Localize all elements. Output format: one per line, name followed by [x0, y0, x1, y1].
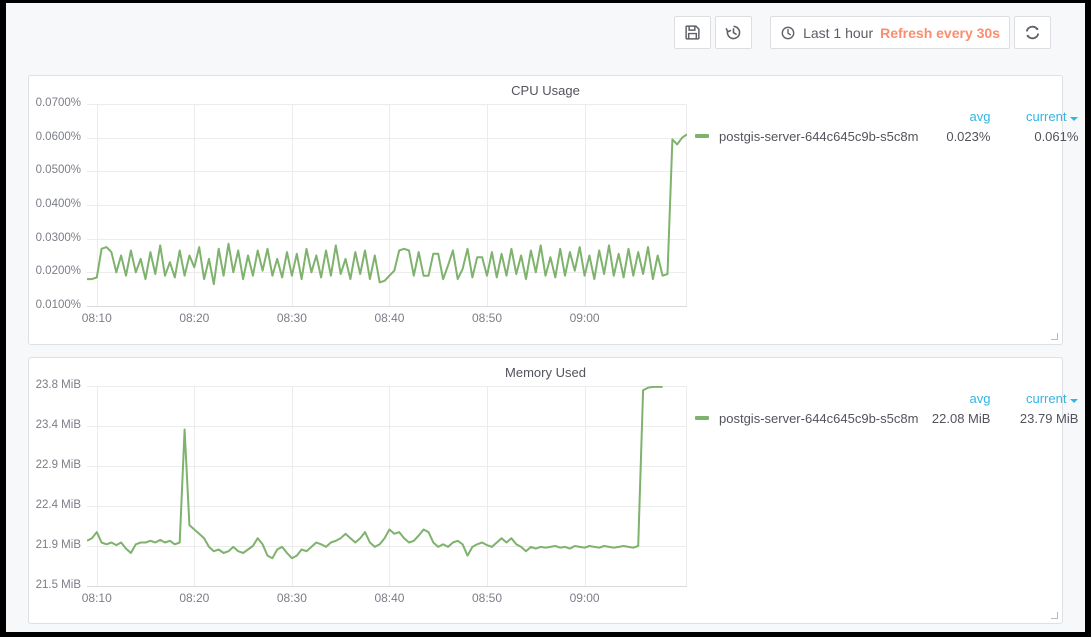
- legend-memory: avg current postgis-server-644c645c9b-s5…: [687, 386, 1091, 607]
- dashboard-history-button[interactable]: [715, 16, 753, 49]
- dashboard-panels: CPU Usage 0.0700% 0.0600% 0.0500% 0.0400% 0.…: [28, 75, 1079, 624]
- y-axis-label: 0.0200%: [35, 265, 81, 277]
- chart-area-memory: 23.8 MiB 23.4 MiB 22.9 MiB 22.4 MiB 21.9 MiB…: [35, 379, 687, 607]
- legend-series-row: postgis-server-644c645c9b-s5c8m 0.023% 0…: [695, 126, 1078, 146]
- caret-down-icon: [1070, 116, 1079, 121]
- panel-resize-handle[interactable]: [1051, 612, 1058, 619]
- clock-icon: [780, 25, 796, 41]
- y-axis-cpu: 0.0700% 0.0600% 0.0500% 0.0400% 0.0300% 0.020…: [35, 97, 87, 311]
- refresh-button[interactable]: [1014, 16, 1051, 49]
- save-icon: [684, 24, 701, 41]
- series-line: [87, 386, 663, 560]
- legend-cpu: avg current postgis-server-644c645c9b-s5…: [687, 104, 1091, 327]
- y-axis-label: 23.8 MiB: [35, 379, 81, 391]
- caret-down-icon: [1070, 398, 1079, 403]
- series-avg-value: 0.023%: [946, 128, 991, 144]
- y-axis-label: 21.5 MiB: [35, 579, 81, 591]
- cpu-usage-chart[interactable]: [87, 104, 687, 307]
- y-axis-label: 0.0400%: [35, 198, 81, 210]
- series-color-marker[interactable]: [695, 416, 709, 420]
- save-dashboard-button[interactable]: [674, 16, 712, 49]
- series-current-value: 23.79 MiB: [1019, 410, 1079, 426]
- y-axis-label: 21.9 MiB: [35, 539, 81, 551]
- chart-canvas: [87, 104, 687, 307]
- panel-title-cpu[interactable]: CPU Usage: [511, 83, 580, 98]
- chart-area-cpu: 0.0700% 0.0600% 0.0500% 0.0400% 0.0300% 0.020…: [35, 97, 687, 327]
- panel-body-memory: 23.8 MiB 23.4 MiB 22.9 MiB 22.4 MiB 21.9 MiB…: [29, 379, 1079, 607]
- legend-series-row: postgis-server-644c645c9b-s5c8m 22.08 Mi…: [695, 408, 1078, 428]
- legend-header-row: avg current: [695, 106, 1079, 126]
- y-axis-label: 0.0100%: [35, 299, 81, 311]
- time-range-picker-button[interactable]: Last 1 hour Refresh every 30s: [770, 16, 1010, 49]
- x-axis-label: 08:30: [276, 311, 307, 325]
- x-axis-label: 08:30: [276, 591, 307, 605]
- y-axis-label: 0.0500%: [35, 164, 81, 176]
- chart-canvas: [87, 386, 687, 587]
- y-axis-label: 22.9 MiB: [35, 459, 81, 471]
- panel-title-memory[interactable]: Memory Used: [505, 365, 586, 380]
- panel-resize-handle[interactable]: [1051, 333, 1058, 340]
- x-axis-label: 08:20: [179, 591, 210, 605]
- refresh-icon: [1024, 24, 1041, 41]
- series-name[interactable]: postgis-server-644c645c9b-s5c8m: [719, 410, 919, 426]
- x-axis-memory: 08:10 08:20 08:30 08:40 08:50 09:00: [82, 587, 687, 607]
- plot-wrap-memory: 08:10 08:20 08:30 08:40 08:50 09:00: [82, 386, 687, 607]
- x-axis-label: 08:10: [81, 591, 112, 605]
- y-axis-label: 22.4 MiB: [35, 499, 81, 511]
- x-axis-label: 08:50: [472, 591, 503, 605]
- x-axis-label: 09:00: [569, 311, 600, 325]
- x-axis-label: 08:10: [81, 311, 112, 325]
- y-axis-label: 23.4 MiB: [35, 419, 81, 431]
- legend-current-header[interactable]: current: [990, 391, 1079, 406]
- dashboard-toolbar: Last 1 hour Refresh every 30s: [6, 16, 1051, 49]
- series-current-value: 0.061%: [1034, 128, 1079, 144]
- legend-avg-header[interactable]: avg: [969, 108, 991, 124]
- y-axis-label: 0.0600%: [35, 131, 81, 143]
- x-axis-label: 09:00: [569, 591, 600, 605]
- x-axis-label: 08:40: [374, 311, 405, 325]
- x-axis-cpu: 08:10 08:20 08:30 08:40 08:50 09:00: [82, 307, 687, 327]
- plot-wrap-cpu: 08:10 08:20 08:30 08:40 08:50 09:00: [82, 104, 687, 327]
- legend-avg-header[interactable]: avg: [969, 390, 991, 406]
- memory-used-chart[interactable]: [87, 386, 687, 587]
- memory-used-panel: Memory Used 23.8 MiB 23.4 MiB 22.9 MiB 22.4…: [28, 357, 1079, 624]
- cpu-usage-panel: CPU Usage 0.0700% 0.0600% 0.0500% 0.0400% 0.…: [28, 75, 1079, 345]
- y-axis-label: 0.0700%: [35, 97, 81, 109]
- legend-header-row: avg current: [695, 388, 1079, 408]
- series-color-marker[interactable]: [695, 134, 709, 138]
- series-avg-value: 22.08 MiB: [931, 410, 991, 426]
- y-axis-memory: 23.8 MiB 23.4 MiB 22.9 MiB 22.4 MiB 21.9 MiB…: [35, 379, 87, 591]
- x-axis-label: 08:50: [472, 311, 503, 325]
- y-axis-label: 0.0300%: [35, 232, 81, 244]
- series-line: [87, 133, 687, 286]
- legend-current-header[interactable]: current: [990, 109, 1079, 124]
- refresh-interval-label: Refresh every 30s: [880, 24, 1000, 41]
- series-name[interactable]: postgis-server-644c645c9b-s5c8m: [719, 128, 919, 144]
- history-icon: [725, 24, 742, 41]
- x-axis-label: 08:20: [179, 311, 210, 325]
- panel-body-cpu: 0.0700% 0.0600% 0.0500% 0.0400% 0.0300% 0.020…: [29, 97, 1079, 327]
- time-range-label: Last 1 hour: [803, 24, 874, 41]
- x-axis-label: 08:40: [374, 591, 405, 605]
